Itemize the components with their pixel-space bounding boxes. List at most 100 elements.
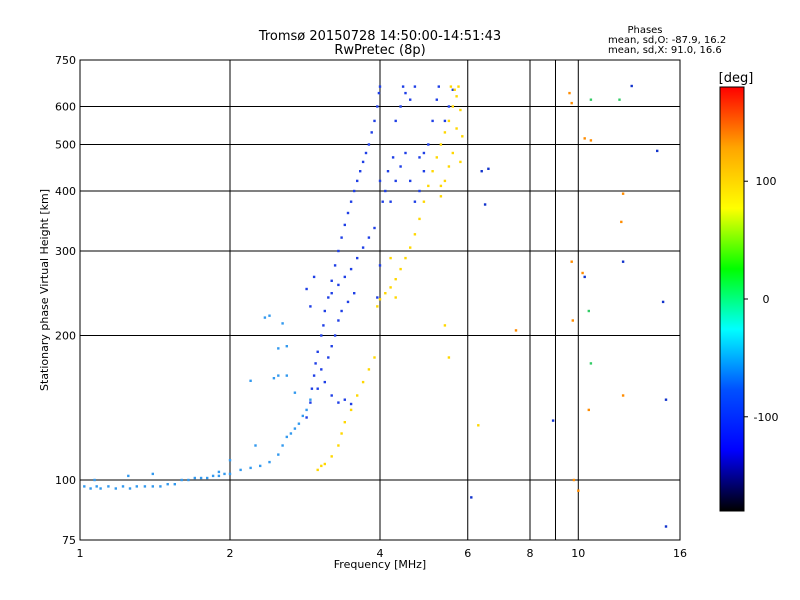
data-point <box>159 485 162 488</box>
data-point <box>620 220 623 224</box>
data-point <box>381 200 384 203</box>
colorbar-ticks: 100 0 -100 <box>744 175 778 424</box>
data-point <box>353 292 356 295</box>
data-point <box>268 460 271 464</box>
data-point <box>514 329 518 332</box>
data-point <box>316 468 319 472</box>
data-point <box>263 316 267 319</box>
stats-x-line: mean, sd,X: 91.0, 16.6 <box>608 45 722 56</box>
data-point <box>333 264 337 267</box>
data-point <box>386 170 390 173</box>
data-point <box>451 105 454 108</box>
data-point <box>356 256 359 260</box>
data-point <box>581 271 584 275</box>
data-point <box>249 466 252 470</box>
y-tick-label: 75 <box>62 534 76 547</box>
data-point <box>459 108 462 112</box>
data-point <box>571 319 574 322</box>
y-tick-label: 100 <box>55 474 76 487</box>
data-point <box>320 334 323 337</box>
data-point <box>570 101 573 105</box>
x-axis-ticks: 1 2 4 6 8 10 16 <box>77 547 688 560</box>
data-point <box>99 487 102 490</box>
data-point <box>487 167 490 170</box>
data-point <box>439 184 443 188</box>
data-point <box>621 394 625 397</box>
data-point <box>356 179 359 183</box>
data-point <box>312 275 316 279</box>
y-axis-ticks: 75 100 200 300 400 500 600 750 <box>55 54 76 547</box>
data-point <box>413 233 417 236</box>
data-point <box>305 416 308 419</box>
data-point <box>577 489 580 492</box>
y-axis-label: Stationary phase Virtual Height [km] <box>38 189 51 391</box>
data-point <box>589 139 593 142</box>
data-point <box>312 374 316 377</box>
data-point <box>343 223 346 227</box>
data-point <box>173 483 176 486</box>
data-point <box>587 309 590 313</box>
data-point <box>349 200 353 203</box>
data-point <box>435 156 438 159</box>
data-point <box>114 487 117 490</box>
data-point <box>367 143 371 146</box>
data-point <box>373 356 376 359</box>
data-point <box>211 474 215 478</box>
data-point <box>322 324 325 327</box>
y-tick-label: 300 <box>55 245 76 258</box>
data-point <box>349 408 353 412</box>
data-point <box>343 398 346 401</box>
data-point <box>301 414 304 418</box>
data-point <box>223 472 226 476</box>
data-point <box>346 211 350 215</box>
data-point <box>95 485 98 488</box>
y-tick-label: 750 <box>55 54 76 67</box>
data-point <box>378 264 382 267</box>
data-point <box>151 485 154 488</box>
data-point <box>83 485 86 488</box>
data-point <box>309 398 312 401</box>
stats-heading: Phases <box>627 25 662 36</box>
data-point <box>143 485 147 488</box>
data-point <box>135 485 138 488</box>
data-point <box>664 398 668 401</box>
data-point <box>394 278 397 281</box>
chart-subtitle: RwPretec (8p) <box>334 43 425 58</box>
data-point <box>409 246 412 249</box>
data-point <box>455 95 458 98</box>
data-point <box>384 292 387 295</box>
data-point <box>217 474 221 478</box>
data-point <box>277 453 280 456</box>
data-point <box>349 267 353 271</box>
data-point <box>340 309 343 313</box>
data-point <box>621 260 625 263</box>
data-point <box>422 170 426 173</box>
data-point <box>447 165 451 168</box>
data-point <box>166 483 169 486</box>
data-point <box>327 356 330 359</box>
data-point <box>353 189 356 193</box>
y-tick-label: 400 <box>55 185 76 198</box>
data-point <box>289 432 293 435</box>
data-point <box>418 156 421 159</box>
data-point <box>320 368 323 371</box>
data-point <box>377 91 381 95</box>
data-point <box>180 478 183 482</box>
data-point <box>323 380 326 384</box>
data-point <box>443 179 447 183</box>
data-point <box>107 485 110 488</box>
data-point <box>378 179 382 183</box>
data-point <box>664 525 668 528</box>
data-point <box>427 184 430 188</box>
data-point <box>391 156 395 159</box>
x-tick-label: 16 <box>673 547 687 560</box>
data-point <box>431 119 434 123</box>
data-point <box>293 391 297 394</box>
data-point <box>447 105 451 108</box>
data-point <box>228 472 232 476</box>
data-point <box>316 350 319 353</box>
data-point <box>378 298 382 301</box>
data-point <box>621 192 625 195</box>
data-point <box>477 424 480 427</box>
